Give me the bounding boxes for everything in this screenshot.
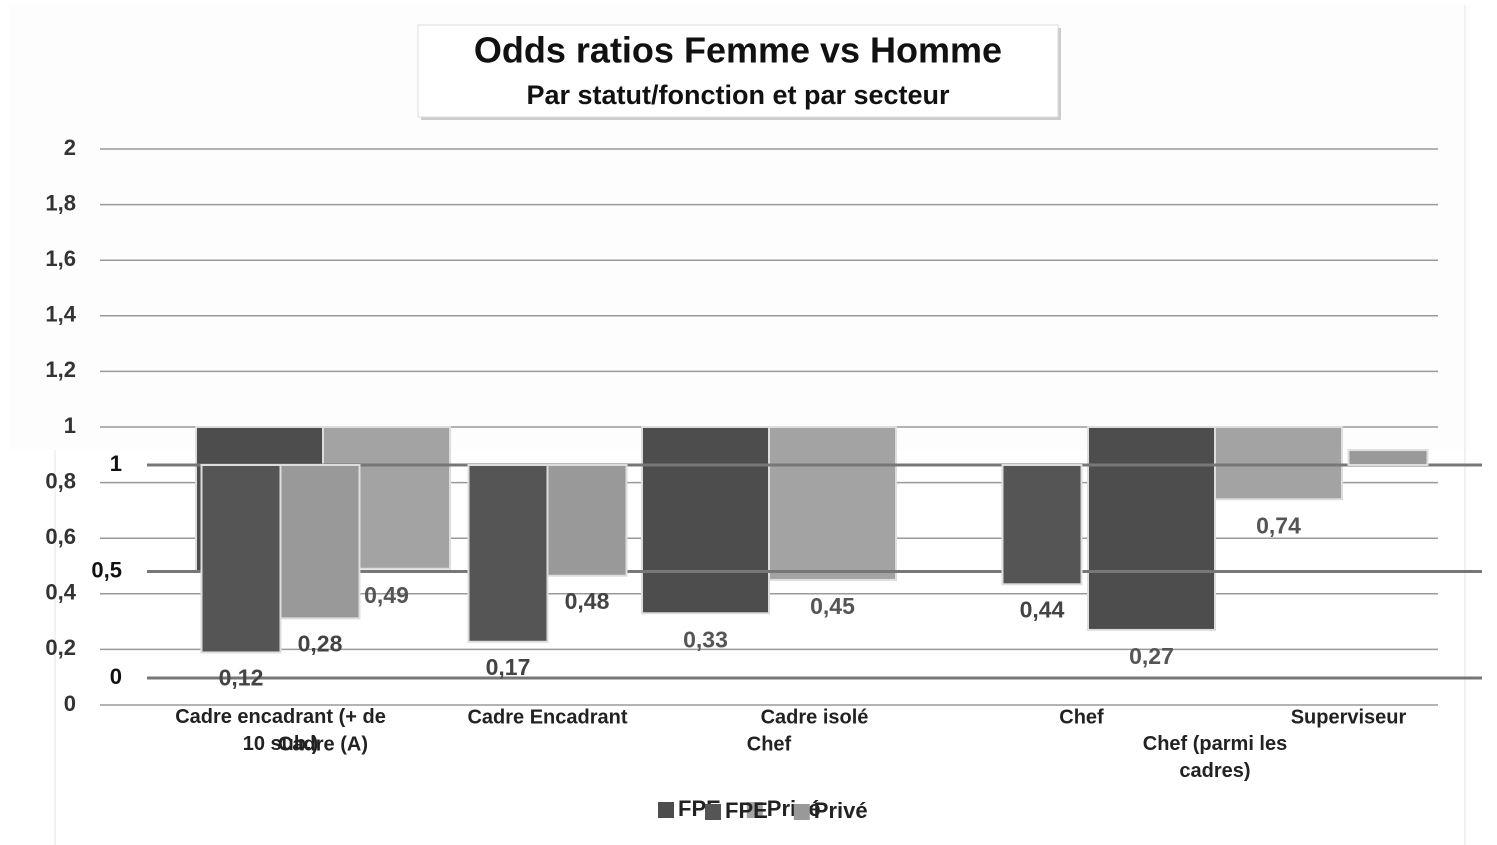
y-tick-label: 0 — [64, 691, 76, 716]
bar — [1087, 426, 1216, 631]
y-tick-label: 1,4 — [45, 302, 76, 327]
legend-label: FPE — [725, 798, 768, 823]
data-label: 0,74 — [1256, 512, 1301, 538]
x-tick-label: Cadre (A) — [278, 733, 368, 755]
title-box — [417, 24, 1059, 118]
y-tick-label: 0,5 — [91, 557, 122, 582]
legend-label: Privé — [814, 798, 868, 823]
legend-swatch — [705, 804, 721, 820]
data-label: 0,12 — [219, 665, 264, 691]
y-tick-label: 0,8 — [45, 468, 76, 493]
bar — [546, 464, 628, 577]
bar — [641, 426, 770, 615]
y-tick-label: 1 — [110, 451, 122, 476]
data-label: 0,27 — [1129, 643, 1174, 669]
bar — [1001, 464, 1083, 586]
chart-subtitle: Par statut/fonction et par secteur — [526, 80, 950, 110]
data-label: 0,45 — [810, 593, 855, 619]
legend-label: Privé — [767, 796, 821, 821]
data-label: 0,44 — [1020, 596, 1065, 622]
x-tick-label: Cadre encadrant (+ de 10 sub.) — [175, 706, 386, 755]
legend-swatch — [746, 802, 763, 818]
chart-title: Odds ratios Femme vs Homme — [474, 30, 1002, 71]
legend-swatch — [658, 802, 674, 818]
x-tick-label: Chef — [1059, 706, 1104, 728]
bar — [1214, 426, 1343, 501]
x-tick-label: Cadre Encadrant — [467, 706, 627, 728]
y-tick-label: 0,2 — [45, 635, 76, 660]
bar — [1347, 449, 1429, 466]
bar — [467, 464, 549, 643]
x-tick-label: Superviseur — [1291, 706, 1407, 728]
y-tick-label: 1,8 — [45, 190, 76, 215]
legend-swatch — [793, 804, 810, 820]
bar — [279, 464, 361, 620]
bar — [200, 464, 282, 654]
bar — [768, 426, 897, 581]
data-label: 0,49 — [364, 582, 409, 608]
data-label: 0,17 — [486, 654, 531, 680]
data-label: 0,48 — [565, 588, 610, 614]
y-tick-label: 1,2 — [45, 357, 76, 382]
y-tick-label: 0,6 — [45, 524, 76, 549]
y-tick-label: 0 — [110, 664, 122, 689]
y-tick-label: 2 — [64, 135, 76, 160]
x-tick-label: Chef (parmi les cadres) — [1143, 733, 1287, 782]
data-label: 0,33 — [683, 626, 728, 652]
y-tick-label: 1,6 — [45, 246, 76, 271]
x-tick-label: Cadre isolé — [761, 706, 869, 728]
y-tick-label: 1 — [64, 413, 76, 438]
y-tick-label: 0,4 — [45, 580, 76, 605]
x-tick-label: Chef — [747, 733, 792, 755]
data-label: 0,28 — [298, 630, 343, 656]
